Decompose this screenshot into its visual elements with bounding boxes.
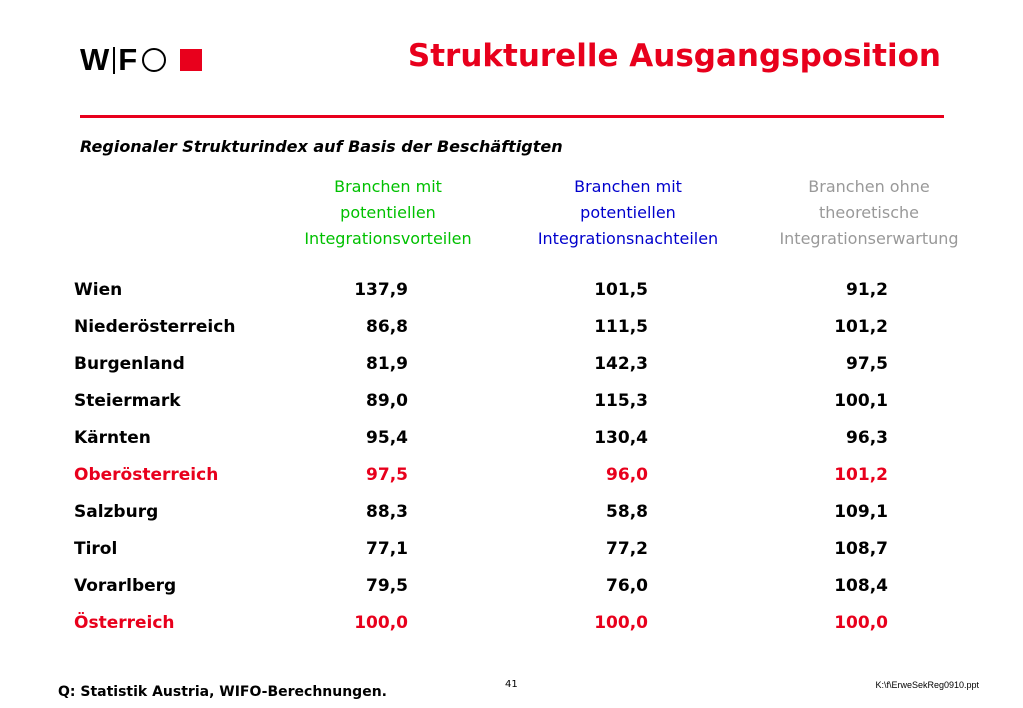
value-vorteile: 79,5 (366, 576, 408, 596)
column-header-line: Branchen ohne (808, 177, 930, 196)
region-name: Burgenland (74, 354, 185, 374)
table-row: Niederösterreich 86,8 111,5 101,2 (74, 317, 894, 347)
value-vorteile: 88,3 (366, 502, 408, 522)
column-header-integrationsnachteile: Branchen mit potentiellen Integrationsna… (508, 174, 748, 252)
value-nachteile: 58,8 (606, 502, 648, 522)
table-row: Tirol 77,1 77,2 108,7 (74, 539, 894, 569)
region-name: Steiermark (74, 391, 181, 411)
value-nachteile: 115,3 (594, 391, 648, 411)
table-subtitle: Regionaler Strukturindex auf Basis der B… (80, 137, 563, 156)
column-header-line: theoretische (819, 203, 919, 222)
region-name: Oberösterreich (74, 465, 219, 485)
value-nachteile: 76,0 (606, 576, 648, 596)
column-header-line: potentiellen (580, 203, 676, 222)
column-header-line: Integrationsvorteilen (304, 229, 472, 248)
column-header-line: Branchen mit (574, 177, 682, 196)
value-ohne: 91,2 (846, 280, 888, 300)
value-nachteile: 111,5 (594, 317, 648, 337)
value-nachteile: 142,3 (594, 354, 648, 374)
title-divider (80, 115, 944, 118)
logo-circle-icon (142, 48, 167, 72)
value-vorteile: 100,0 (354, 613, 408, 633)
page-number: 41 (505, 679, 518, 690)
value-nachteile: 96,0 (606, 465, 648, 485)
value-vorteile: 77,1 (366, 539, 408, 559)
page-title: Strukturelle Ausgangsposition (407, 38, 941, 74)
value-ohne: 101,2 (834, 465, 888, 485)
wifo-logo: W F (80, 42, 203, 77)
value-vorteile: 89,0 (366, 391, 408, 411)
value-nachteile: 101,5 (594, 280, 648, 300)
value-nachteile: 100,0 (594, 613, 648, 633)
table-row: Kärnten 95,4 130,4 96,3 (74, 428, 894, 458)
table-row: Salzburg 88,3 58,8 109,1 (74, 502, 894, 532)
table-row: Burgenland 81,9 142,3 97,5 (74, 354, 894, 384)
value-vorteile: 95,4 (366, 428, 408, 448)
value-ohne: 100,0 (834, 613, 888, 633)
region-name: Niederösterreich (74, 317, 236, 337)
value-ohne: 108,7 (834, 539, 888, 559)
value-nachteile: 130,4 (594, 428, 648, 448)
column-header-line: Branchen mit (334, 177, 442, 196)
value-ohne: 97,5 (846, 354, 888, 374)
column-header-line: Integrationsnachteilen (537, 229, 719, 248)
logo-letter-w: W (80, 42, 111, 77)
region-name: Österreich (74, 613, 175, 633)
logo-letter-f: F (118, 42, 139, 77)
table-row-highlighted: Oberösterreich 97,5 96,0 101,2 (74, 465, 894, 495)
value-ohne: 108,4 (834, 576, 888, 596)
column-header-line: Integrationserwartung (779, 229, 959, 248)
value-ohne: 96,3 (846, 428, 888, 448)
value-ohne: 100,1 (834, 391, 888, 411)
column-header-integrationserwartung: Branchen ohne theoretische Integrationse… (749, 174, 989, 252)
region-name: Vorarlberg (74, 576, 177, 596)
value-vorteile: 97,5 (366, 465, 408, 485)
table-row-total: Österreich 100,0 100,0 100,0 (74, 613, 894, 643)
table-row: Vorarlberg 79,5 76,0 108,4 (74, 576, 894, 606)
column-header-line: potentiellen (340, 203, 436, 222)
logo-square-icon (180, 49, 203, 71)
logo-separator (113, 46, 116, 74)
file-name: K:\f\ErweSekReg0910.ppt (875, 680, 979, 690)
region-name: Wien (74, 280, 123, 300)
column-header-integrationsvorteile: Branchen mit potentiellen Integrationsvo… (268, 174, 508, 252)
source-note: Q: Statistik Austria, WIFO-Berechnungen. (58, 684, 387, 700)
table-row: Wien 137,9 101,5 91,2 (74, 280, 894, 310)
value-vorteile: 81,9 (366, 354, 408, 374)
value-ohne: 109,1 (834, 502, 888, 522)
region-name: Tirol (74, 539, 118, 559)
region-name: Kärnten (74, 428, 151, 448)
value-ohne: 101,2 (834, 317, 888, 337)
value-vorteile: 137,9 (354, 280, 408, 300)
region-name: Salzburg (74, 502, 159, 522)
value-nachteile: 77,2 (606, 539, 648, 559)
value-vorteile: 86,8 (366, 317, 408, 337)
table-row: Steiermark 89,0 115,3 100,1 (74, 391, 894, 421)
